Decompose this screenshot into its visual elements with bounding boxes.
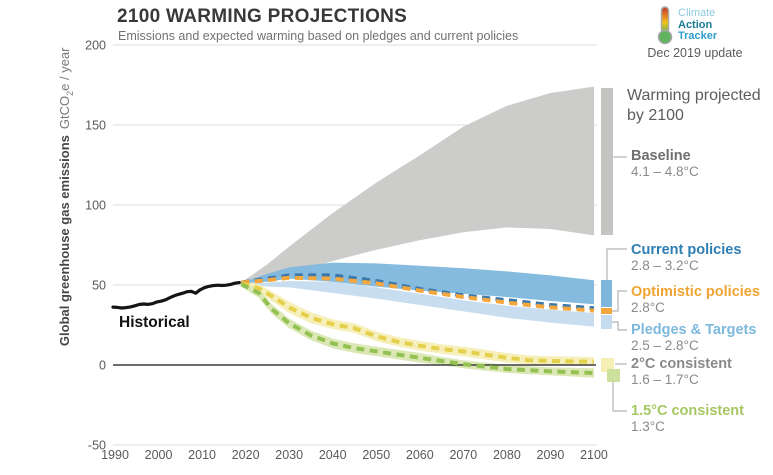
- legend-range: 2.8°C: [631, 300, 665, 315]
- x-tick-label: 2090: [537, 448, 565, 462]
- y-tick-label: -50: [88, 439, 106, 453]
- line-2-c-consistent: [240, 281, 595, 364]
- historical-line: [111, 281, 241, 310]
- legend-title: Warming projected by 2100: [627, 87, 761, 124]
- thermometer-icon: [656, 5, 674, 50]
- x-tick-label: 2030: [275, 448, 303, 462]
- y-tick-label: 200: [85, 39, 106, 53]
- band-pledges-targets: [241, 281, 595, 327]
- band-1-5-c-consistent: [241, 281, 595, 378]
- legend-label: 2°C consistent: [631, 356, 732, 372]
- legend-entry-two-degree: 2°C consistent 1.6 – 1.7°C: [631, 356, 773, 388]
- legend-range: 2.5 – 2.8°C: [631, 338, 699, 353]
- logo-word-action: Action: [678, 18, 713, 31]
- x-tick-label: 2020: [232, 448, 260, 462]
- legend-range: 1.6 – 1.7°C: [631, 372, 699, 387]
- legend-range: 4.1 – 4.8°C: [631, 164, 699, 179]
- logo-word-tracker: Tracker: [678, 30, 718, 42]
- legend-swatch-baseline: [601, 88, 613, 235]
- legend-entry-pledges-targets: Pledges & Targets 2.5 – 2.8°C: [631, 322, 773, 354]
- legend-connector-current-policies: [606, 248, 627, 280]
- legend-range: 1.3°C: [631, 419, 665, 434]
- legend-label: Pledges & Targets: [631, 322, 757, 338]
- legend-label: Current policies: [631, 242, 742, 258]
- legend-entry-baseline: Baseline 4.1 – 4.8°C: [631, 148, 773, 180]
- x-tick-label: 2010: [188, 448, 216, 462]
- legend-swatch-optimistic-policies: [601, 308, 612, 314]
- historical-label: Historical: [119, 314, 190, 331]
- x-tick-label: 2080: [493, 448, 521, 462]
- legend-connector-one-five-degree: [612, 382, 627, 412]
- y-tick-label: 100: [85, 199, 106, 213]
- x-tick-label: 1990: [101, 448, 129, 462]
- band-current-policies: [241, 262, 595, 305]
- band-baseline: [241, 86, 595, 284]
- legend-swatch-one-five-degree: [607, 369, 620, 382]
- page-title: 2100 WARMING PROJECTIONS: [117, 6, 408, 27]
- y-tick-label: 150: [85, 119, 106, 133]
- x-tick-label: 2040: [319, 448, 347, 462]
- legend-connector-pledges-targets: [612, 321, 627, 331]
- legend-label: 1.5°C consistent: [631, 403, 744, 419]
- x-tick-label: 2060: [406, 448, 434, 462]
- legend-connector-optimistic-policies: [612, 290, 627, 312]
- legend-entry-current-policies: Current policies 2.8 – 3.2°C: [631, 242, 773, 274]
- legend-label: Baseline: [631, 148, 691, 164]
- legend-swatch-two-degree: [601, 358, 614, 372]
- legend-label: Optimistic policies: [631, 284, 760, 300]
- legend-entry-one-five-degree: 1.5°C consistent 1.3°C: [631, 403, 773, 435]
- line-optimistic-policies: [241, 275, 595, 313]
- x-tick-label: 2100: [580, 448, 608, 462]
- band-2-c-consistent: [241, 281, 595, 365]
- legend-swatch-pledges-targets: [601, 315, 612, 329]
- update-note: Dec 2019 update: [647, 46, 743, 60]
- legend-range: 2.8 – 3.2°C: [631, 258, 699, 273]
- x-tick-label: 2000: [145, 448, 173, 462]
- legend-swatch-current-policies: [601, 280, 612, 307]
- y-tick-label: 50: [92, 279, 106, 293]
- x-tick-label: 2070: [449, 448, 477, 462]
- logo-word-climate: Climate: [678, 7, 716, 19]
- legend-entry-optimistic-policies: Optimistic policies 2.8°C: [631, 284, 773, 316]
- climate-action-tracker-logo: Climate Action Tracker: [656, 5, 766, 50]
- x-tick-label: 2050: [362, 448, 390, 462]
- line-current-policies: [240, 273, 595, 311]
- y-tick-label: 0: [99, 359, 106, 373]
- page-subtitle: Emissions and expected warming based on …: [118, 29, 519, 43]
- line-1-5-c-consistent: [240, 282, 595, 375]
